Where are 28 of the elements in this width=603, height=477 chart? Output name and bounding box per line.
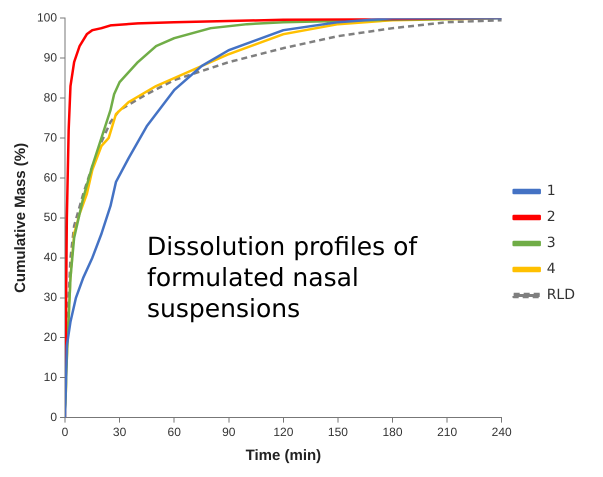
legend-label: RLD (546, 287, 576, 304)
y-tick-label: 100 (36, 10, 58, 25)
legend-label: 1 (546, 183, 556, 200)
y-tick-label: 30 (44, 290, 58, 304)
y-tick-label: 60 (44, 170, 58, 184)
y-tick-label: 10 (44, 370, 58, 384)
legend-label: 2 (546, 209, 556, 226)
y-tick-label: 40 (44, 250, 58, 264)
y-tick-label: 90 (44, 50, 58, 64)
y-axis-title: Cumulative Mass (%) (12, 142, 30, 293)
x-tick-label: 210 (437, 425, 458, 440)
y-tick-label: 0 (50, 410, 58, 424)
y-tick-label: 50 (44, 210, 58, 224)
y-tick-label: 20 (44, 330, 58, 344)
legend-label: 3 (546, 235, 556, 252)
y-tick-label: 80 (44, 90, 58, 104)
y-tick-label: 70 (44, 130, 58, 144)
x-tick-label: 120 (273, 425, 294, 440)
x-tick-label: 180 (382, 425, 403, 440)
annotation: Dissolution profiles of formulated nasal suspensions (147, 232, 418, 324)
x-tick-label: 90 (222, 425, 236, 440)
x-axis-title: Time (min) (246, 447, 322, 464)
legend-label: 4 (546, 261, 556, 278)
x-tick-label: 60 (168, 425, 182, 440)
x-tick-label: 0 (62, 425, 69, 440)
x-tick-label: 240 (492, 425, 512, 440)
x-tick-label: 150 (328, 425, 348, 440)
x-tick-label: 30 (112, 425, 127, 440)
